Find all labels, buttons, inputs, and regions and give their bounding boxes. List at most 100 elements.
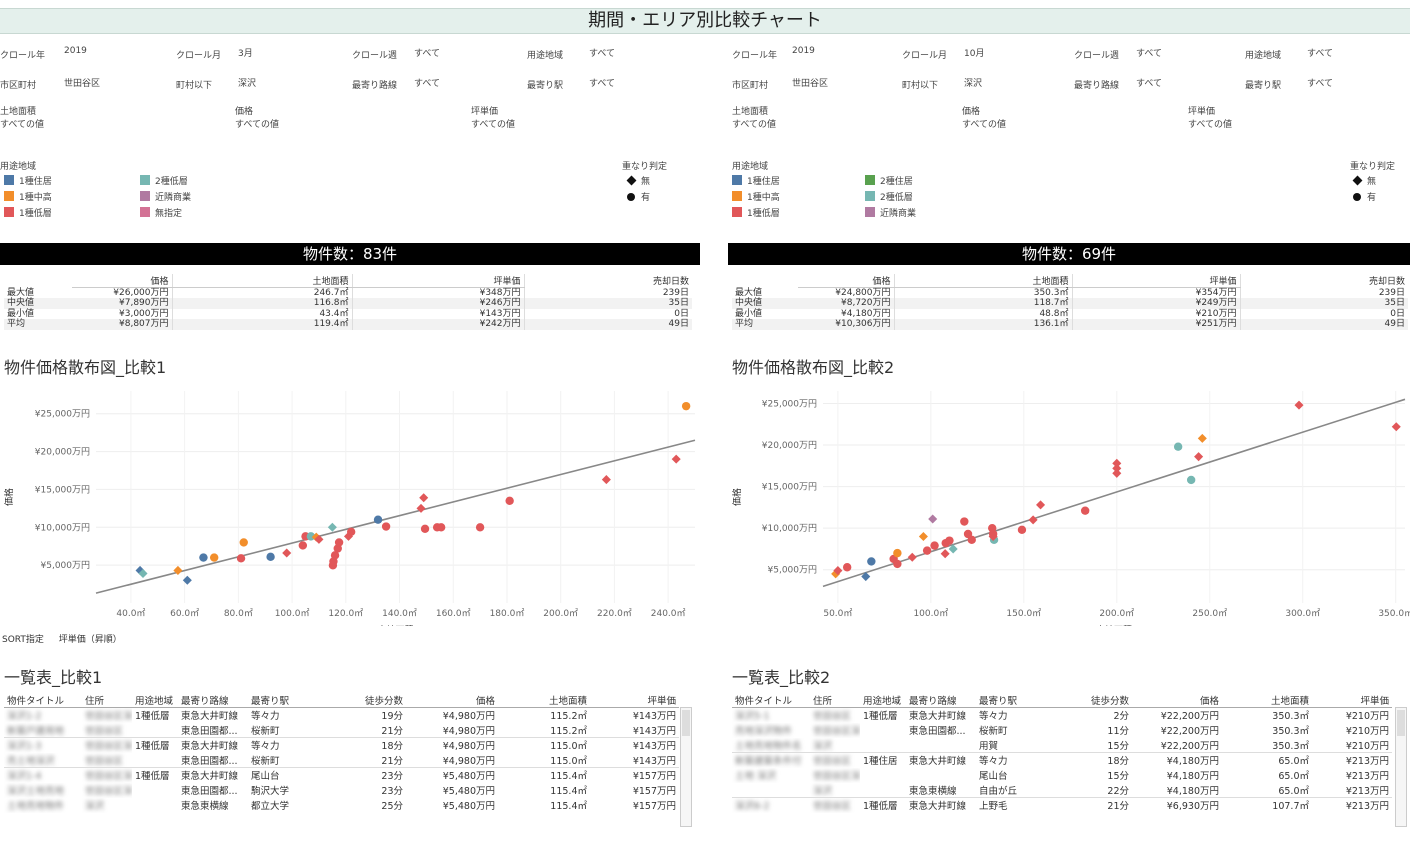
filter-station[interactable]: すべて [1307,79,1334,89]
legend-item[interactable]: 近隣商業 [140,190,191,203]
filter-price-value[interactable]: すべての値 [235,120,280,130]
list-scrollbar[interactable] [680,707,692,827]
filter-city[interactable]: 世田谷区 [64,79,101,89]
legend-item[interactable]: 1種低層 [732,206,780,219]
filter-station[interactable]: すべて [589,79,616,89]
scatter-point[interactable] [1391,422,1401,432]
scatter-point[interactable] [1036,500,1046,510]
list-column-header[interactable]: 坪単価 [590,693,679,708]
scatter-point[interactable] [1017,525,1027,535]
scatter-point[interactable] [681,401,691,411]
scrollbar-thumb[interactable] [1397,710,1405,736]
list-column-header[interactable]: 価格 [406,693,498,708]
scatter-point[interactable] [1294,400,1304,410]
legend-item[interactable]: 2種低層 [865,190,913,203]
list-column-header[interactable]: 土地面積 [498,693,590,708]
filter-crawl-year[interactable]: 2019 [792,46,815,56]
scatter-point[interactable] [940,549,950,559]
scatter-point[interactable] [842,563,852,572]
table-row[interactable]: 新築建築条件付 世田谷区 1種住居 東急大井町線 等々力 18分 ¥4,180万円 65.0㎡… [732,752,1392,768]
scatter-point[interactable] [306,532,316,541]
scatter-point[interactable] [416,503,426,513]
scatter-point[interactable] [199,553,208,562]
scatter-point[interactable] [960,517,969,526]
scatter-point[interactable] [945,536,954,545]
table-row[interactable]: 新築戸建用地 世田谷区 東急田園都... 桜新町 21分 ¥4,980万円 115.2㎡ ¥1… [4,723,679,738]
scatter-point[interactable] [346,527,356,537]
filter-crawl-week[interactable]: すべて [414,49,441,59]
legend-item[interactable]: 無指定 [140,206,182,219]
scatter-point[interactable] [209,553,219,562]
table-row[interactable]: 深沢1-2 世田谷区深 1種低層 東急大井町線 等々力 19分 ¥4,980万円 115.2㎡… [4,707,679,723]
scatter-point[interactable] [505,496,514,505]
filter-zoning[interactable]: すべて [589,49,616,59]
filter-price[interactable]: 価格 すべての値 [962,106,1006,132]
scatter-point[interactable] [475,523,485,532]
scatter-point[interactable] [601,475,611,485]
scatter-point[interactable] [239,538,248,547]
scatter-point[interactable] [419,493,429,503]
scatter-point[interactable] [327,522,337,532]
scatter-point[interactable] [671,454,681,464]
table-row[interactable]: 売土地深沢 世田谷区 東急田園都... 桜新町 21分 ¥4,980万円 115.0㎡ ¥14… [4,753,679,768]
filter-tsubo[interactable]: 坪単価 すべての値 [471,106,515,132]
list-scrollbar[interactable] [1395,707,1407,827]
filter-city[interactable]: 世田谷区 [792,79,829,89]
scatter-point[interactable] [266,552,275,562]
filter-crawl-year[interactable]: 2019 [64,46,87,56]
filter-zoning[interactable]: すべて [1307,49,1334,59]
list-column-header[interactable]: 住所 [810,693,860,708]
list-column-header[interactable]: 土地面積 [1222,693,1312,708]
list-column-header[interactable]: 物件タイトル [4,693,82,708]
scatter-point[interactable] [334,538,344,547]
scatter-point[interactable] [282,548,292,558]
scatter-point[interactable] [1028,515,1038,525]
scrollbar-thumb[interactable] [682,710,690,736]
scatter-point[interactable] [236,554,246,563]
filter-land-area[interactable]: 土地面積 すべての値 [0,106,44,132]
sort-value[interactable]: 坪単価（昇順） [58,635,122,645]
legend-item[interactable]: 1種住居 [4,174,52,187]
scatter-point[interactable] [893,548,902,558]
filter-tsubo[interactable]: 坪単価 すべての値 [1188,106,1232,132]
scatter-point[interactable] [922,546,932,555]
table-row[interactable]: 土地売地物件名 深沢 用賀 15分 ¥22,200万円 350.3㎡ ¥210万円 [732,738,1392,753]
legend-item[interactable]: 2種低層 [140,174,188,187]
scatter-point[interactable] [867,557,876,566]
legend-item[interactable]: 1種中高 [732,190,780,203]
table-row[interactable]: 土地売地物件 深沢 東急東横線 都立大学 25分 ¥5,480万円 115.4㎡ ¥157万円 [4,798,679,813]
filter-crawl-month[interactable]: 10月 [964,49,985,59]
list-column-header[interactable]: 用途地域 [132,693,178,708]
scatter-point[interactable] [1173,442,1183,451]
list-column-header[interactable]: 物件タイトル [732,693,810,708]
filter-crawl-month[interactable]: 3月 [238,49,253,59]
list-column-header[interactable]: 徒歩分数 [314,693,406,708]
list-column-header[interactable]: 最寄り路線 [906,693,976,708]
legend-item[interactable]: 1種中高 [4,190,52,203]
scatter-point[interactable] [928,514,938,524]
scatter-point[interactable] [1197,433,1207,443]
list-column-header[interactable]: 最寄り路線 [178,693,248,708]
scatter-point[interactable] [373,515,383,524]
filter-town[interactable]: 深沢 [238,79,257,89]
table-row[interactable]: 深沢 東急東横線 自由が丘 22分 ¥4,180万円 65.0㎡ ¥213万円 [732,783,1392,798]
legend-item[interactable]: 1種低層 [4,206,52,219]
scatter-point[interactable] [420,524,430,533]
filter-tsubo-value[interactable]: すべての値 [1188,120,1233,130]
table-row[interactable]: 深沢1-4 世田谷区深 1種低層 東急大井町線 尾山台 23分 ¥5,480万円 115.4㎡… [4,767,679,783]
legend-item[interactable]: 2種住居 [865,174,913,187]
filter-price-value[interactable]: すべての値 [962,120,1007,130]
filter-land-area-value[interactable]: すべての値 [0,120,45,130]
filter-line[interactable]: すべて [1136,79,1163,89]
sort-control[interactable]: SORT指定 坪単価（昇順） [2,632,122,645]
table-row[interactable]: 深沢土地売地 世田谷区深 東急田園都... 駒沢大学 23分 ¥5,480万円 115.4㎡… [4,783,679,798]
overlap-legend-item[interactable]: 有 [626,190,650,203]
table-row[interactable]: 深沢5-1 世田谷区 1種低層 東急大井町線 等々力 2分 ¥22,200万円 350.3㎡ ¥… [732,707,1392,723]
filter-crawl-week[interactable]: すべて [1136,49,1163,59]
overlap-legend-item[interactable]: 無 [1352,174,1376,187]
filter-town[interactable]: 深沢 [964,79,983,89]
list-column-header[interactable]: 最寄り駅 [248,693,314,708]
overlap-legend-item[interactable]: 有 [1352,190,1376,203]
filter-land-area[interactable]: 土地面積 すべての値 [732,106,776,132]
table-row[interactable]: 土地 深沢 世田谷区深 尾山台 15分 ¥4,180万円 65.0㎡ ¥213万円 [732,768,1392,783]
